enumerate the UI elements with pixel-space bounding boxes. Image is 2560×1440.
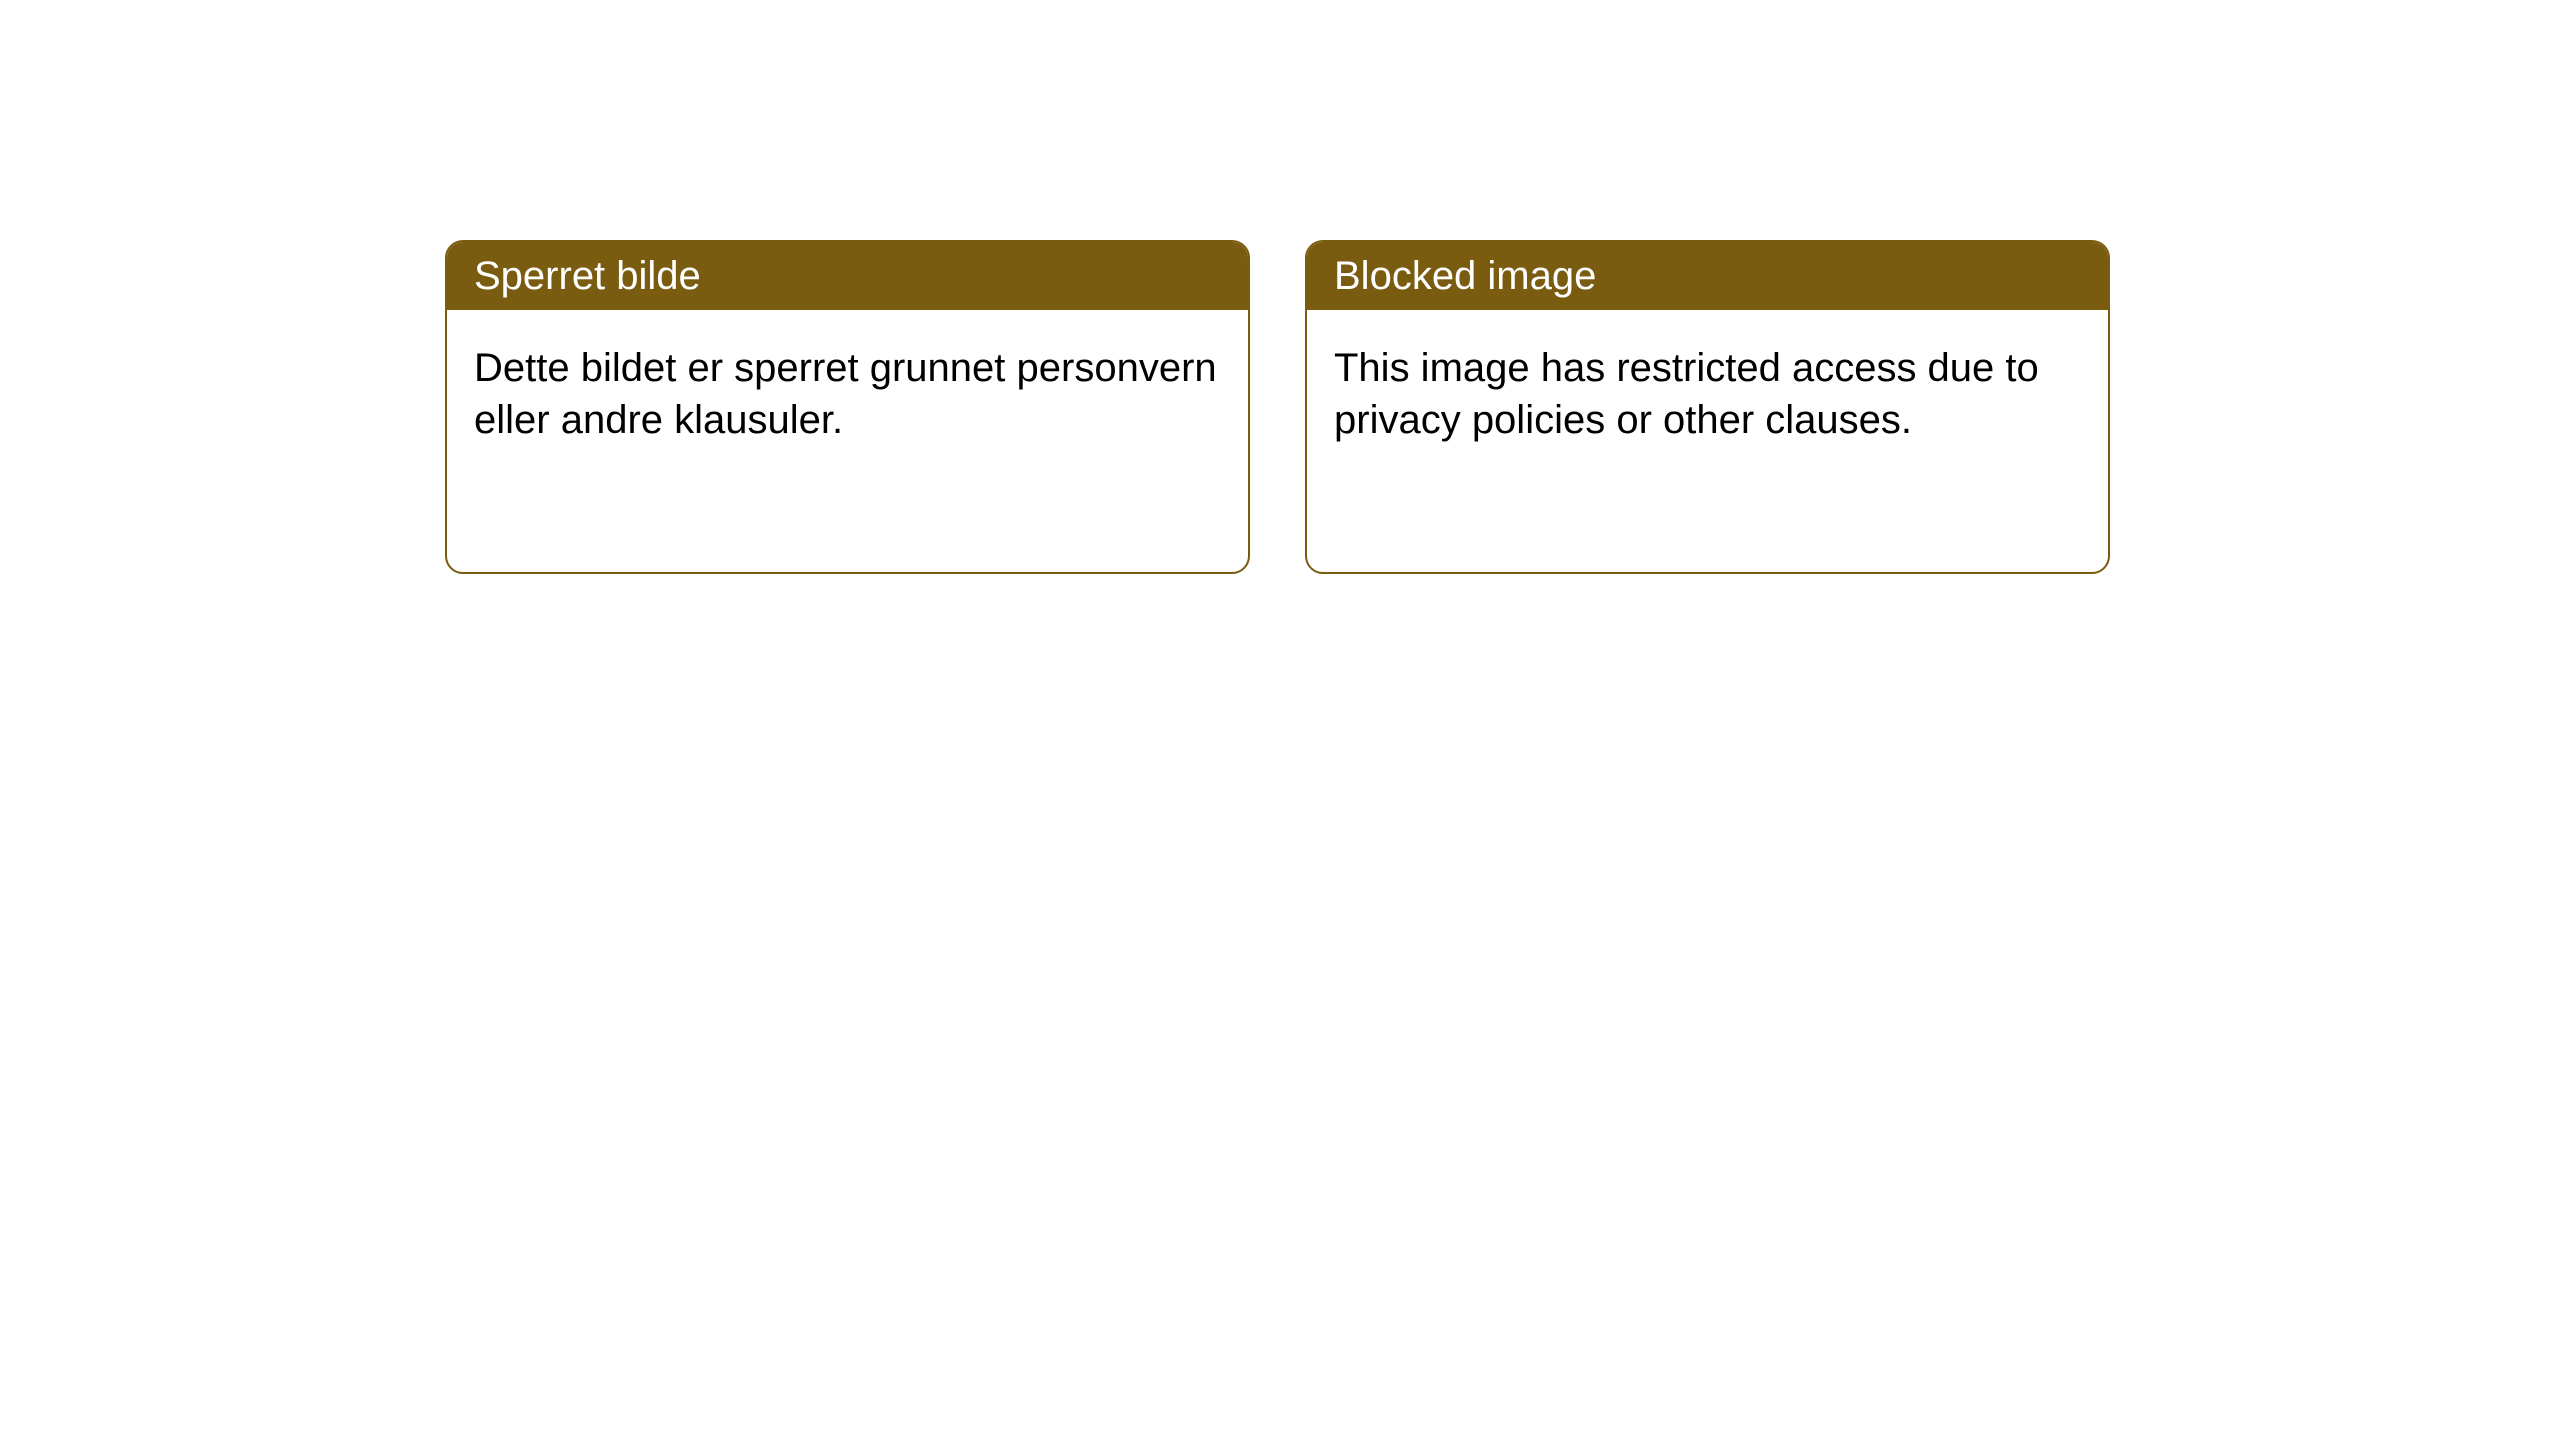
notice-card-english: Blocked image This image has restricted … (1305, 240, 2110, 574)
notice-header: Sperret bilde (447, 242, 1248, 310)
notice-body: This image has restricted access due to … (1307, 310, 2108, 478)
notice-header: Blocked image (1307, 242, 2108, 310)
notice-body: Dette bildet er sperret grunnet personve… (447, 310, 1248, 478)
notice-cards-row: Sperret bilde Dette bildet er sperret gr… (445, 240, 2560, 574)
notice-card-norwegian: Sperret bilde Dette bildet er sperret gr… (445, 240, 1250, 574)
